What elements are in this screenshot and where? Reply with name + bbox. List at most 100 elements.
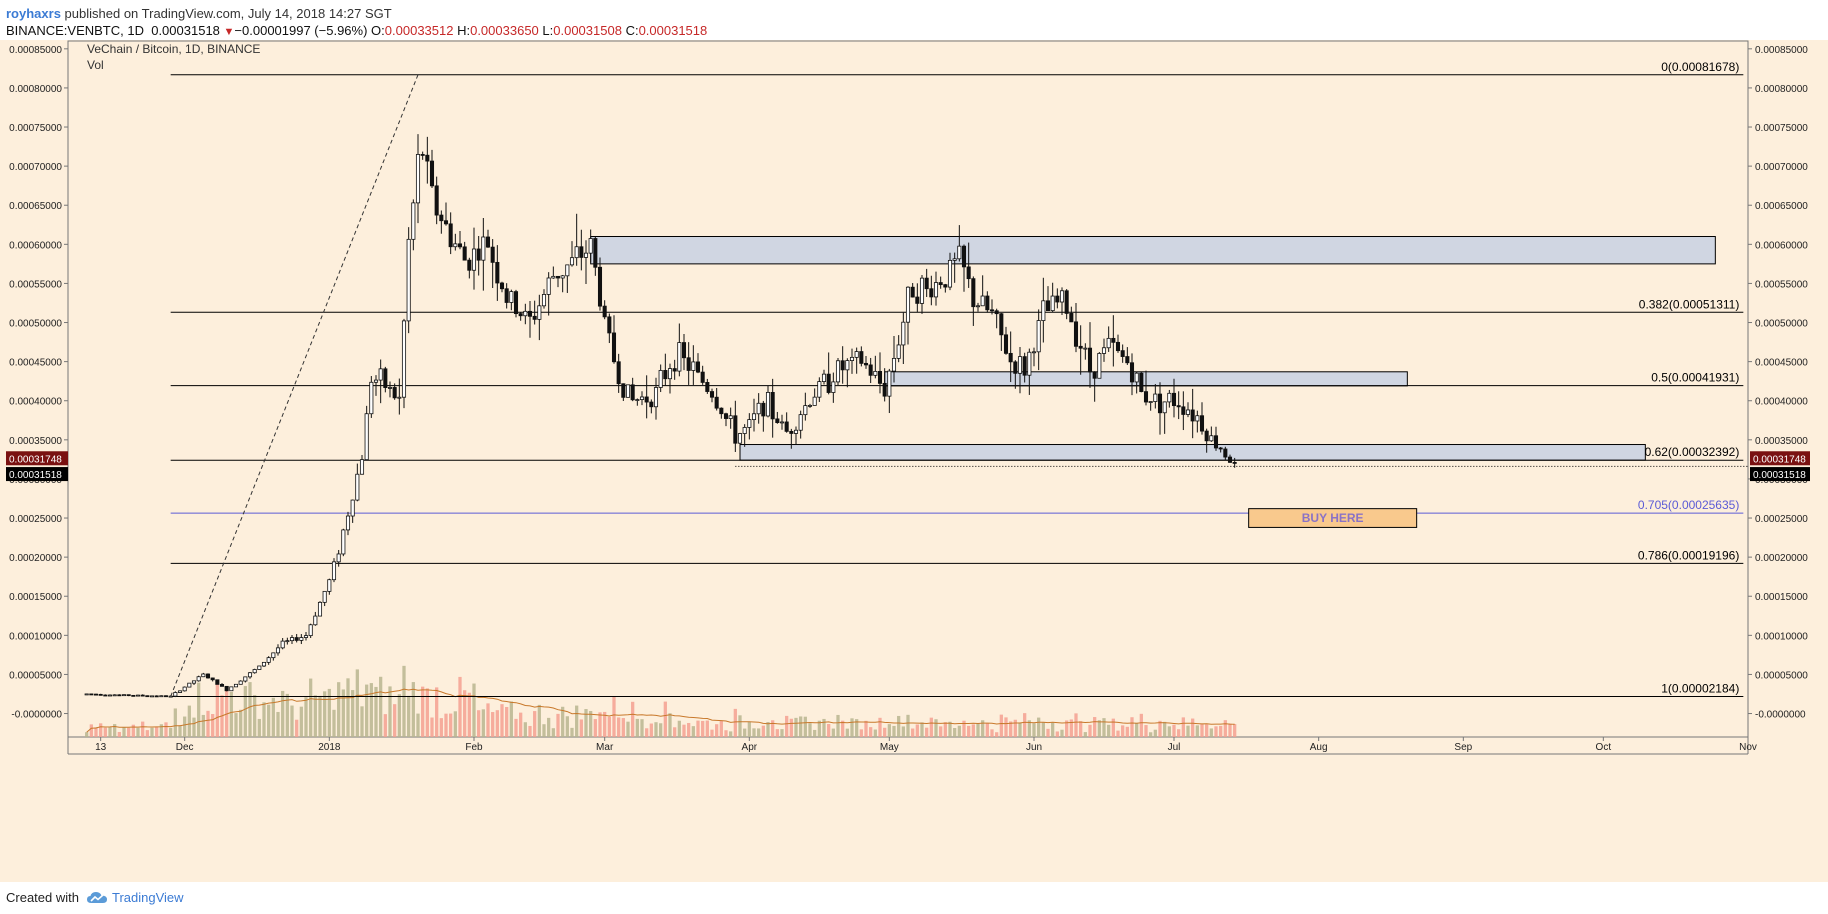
candle-up xyxy=(793,429,799,434)
fibonacci-retracement[interactable]: 0(0.00081678) 0.382(0.00051311) 0.5(0.0004… xyxy=(170,60,1744,697)
candle-down xyxy=(607,316,612,334)
candle-down xyxy=(761,402,766,417)
volume-bar xyxy=(85,732,89,737)
volume-bar xyxy=(551,728,555,737)
volume-bar xyxy=(1107,724,1111,737)
volume-bar xyxy=(472,683,476,737)
candle-down xyxy=(1087,347,1093,373)
candle-up xyxy=(387,387,393,389)
volume-bar xyxy=(883,727,887,737)
candle-down xyxy=(89,693,94,696)
volume-bar xyxy=(654,722,658,737)
candle-down xyxy=(1171,392,1177,407)
candle-down xyxy=(686,357,691,371)
tradingview-link[interactable]: TradingView xyxy=(112,890,184,905)
candle-up xyxy=(1101,347,1107,354)
candle-down xyxy=(971,278,976,308)
candle-up xyxy=(812,396,817,406)
candle-up xyxy=(551,275,556,279)
volume-bar xyxy=(449,713,453,737)
fib-level-label: 0.705(0.00025635) xyxy=(1638,498,1739,512)
x-tick-label: Dec xyxy=(176,742,194,753)
candle-down xyxy=(495,261,500,284)
volume-bar xyxy=(439,718,443,737)
volume-bar xyxy=(183,716,187,737)
candle-down xyxy=(117,694,122,697)
volume-bar xyxy=(561,706,565,737)
volume-bar xyxy=(724,730,728,737)
volume-bar xyxy=(397,694,401,737)
candle-up xyxy=(364,413,369,461)
candle-up xyxy=(1195,415,1200,422)
candle-down xyxy=(929,288,934,298)
volume-bar xyxy=(421,686,425,737)
y-tick-label: 0.00080000 xyxy=(9,84,62,95)
volume-bar xyxy=(1111,718,1115,737)
time-axis[interactable]: 13 Dec 2018 Feb Mar Apr May Jun Jul Aug Sep Oct Nov xyxy=(95,737,1757,753)
right-price-axis[interactable]: 0.00085000 0.00080000 0.00075000 0.00070000… xyxy=(1748,45,1808,721)
candle-down xyxy=(163,695,169,698)
price-chart[interactable]: VeChain / Bitcoin, 1D, BINANCE Vol 0.000… xyxy=(0,40,1828,882)
volume-bar xyxy=(169,727,173,737)
volume-bar xyxy=(1181,717,1185,737)
x-tick-label: Feb xyxy=(465,742,483,753)
volume-bar xyxy=(1233,724,1237,737)
y-tick-label: 0.00005000 xyxy=(1755,670,1808,681)
candle-down xyxy=(1125,356,1130,364)
volume-bar xyxy=(393,704,397,737)
candle-up xyxy=(257,665,262,670)
candle-down xyxy=(1157,393,1163,414)
candle-up xyxy=(905,286,911,323)
candle-down xyxy=(103,694,108,697)
price-tag xyxy=(6,467,68,482)
volume-bar xyxy=(201,714,205,737)
volume-bar xyxy=(1051,722,1055,737)
volume-bar xyxy=(425,688,429,737)
y-tick-label: 0.00040000 xyxy=(9,397,62,408)
volume-bar xyxy=(122,727,126,737)
down-arrow-icon: ▼ xyxy=(223,26,235,38)
candle-up xyxy=(289,637,295,642)
candle-up xyxy=(1185,409,1191,415)
candle-up xyxy=(975,305,981,308)
candle-up xyxy=(1106,337,1111,349)
volume-bar xyxy=(701,720,705,737)
y-tick-label: 0.00020000 xyxy=(1755,553,1808,564)
low-value: 0.00031508 xyxy=(553,23,622,38)
volume-bar xyxy=(416,713,420,737)
volume-bar xyxy=(799,716,803,737)
volume-bar xyxy=(1079,721,1083,737)
created-with-label: Created with xyxy=(6,890,79,905)
y-tick-label: 0.00070000 xyxy=(1755,162,1808,173)
volume-bar xyxy=(971,724,975,737)
price-tag-label: 0.00031518 xyxy=(9,470,62,481)
candle-up xyxy=(112,694,117,697)
x-tick-label: Oct xyxy=(1596,742,1612,753)
volume-bar xyxy=(327,688,331,737)
x-tick-label: Aug xyxy=(1310,742,1328,753)
candle-down xyxy=(723,413,729,419)
candle-up xyxy=(201,673,206,678)
y-tick-label: 0.00005000 xyxy=(9,670,62,681)
candle-up xyxy=(947,259,953,288)
volume-bar xyxy=(197,682,201,737)
candle-up xyxy=(266,657,271,663)
candle-down xyxy=(770,391,775,420)
volume-bar xyxy=(131,724,135,737)
tradingview-cloud-icon xyxy=(87,892,107,903)
candle-up xyxy=(807,404,813,407)
candle-down xyxy=(789,430,794,434)
candle-down xyxy=(1111,337,1116,343)
candle-up xyxy=(952,258,957,261)
candle-up xyxy=(639,396,645,400)
y-tick-label: 0.00065000 xyxy=(9,201,62,212)
volume-bar xyxy=(1004,717,1008,737)
volume-bar xyxy=(253,695,257,737)
candle-up xyxy=(196,676,201,682)
volume-bar xyxy=(1088,724,1092,737)
volume-bar xyxy=(813,729,817,737)
author-link[interactable]: royhaxrs xyxy=(6,6,61,21)
y-tick-label: -0.0000000 xyxy=(1755,710,1806,721)
candle-down xyxy=(597,266,603,307)
volume-bar xyxy=(285,693,289,737)
